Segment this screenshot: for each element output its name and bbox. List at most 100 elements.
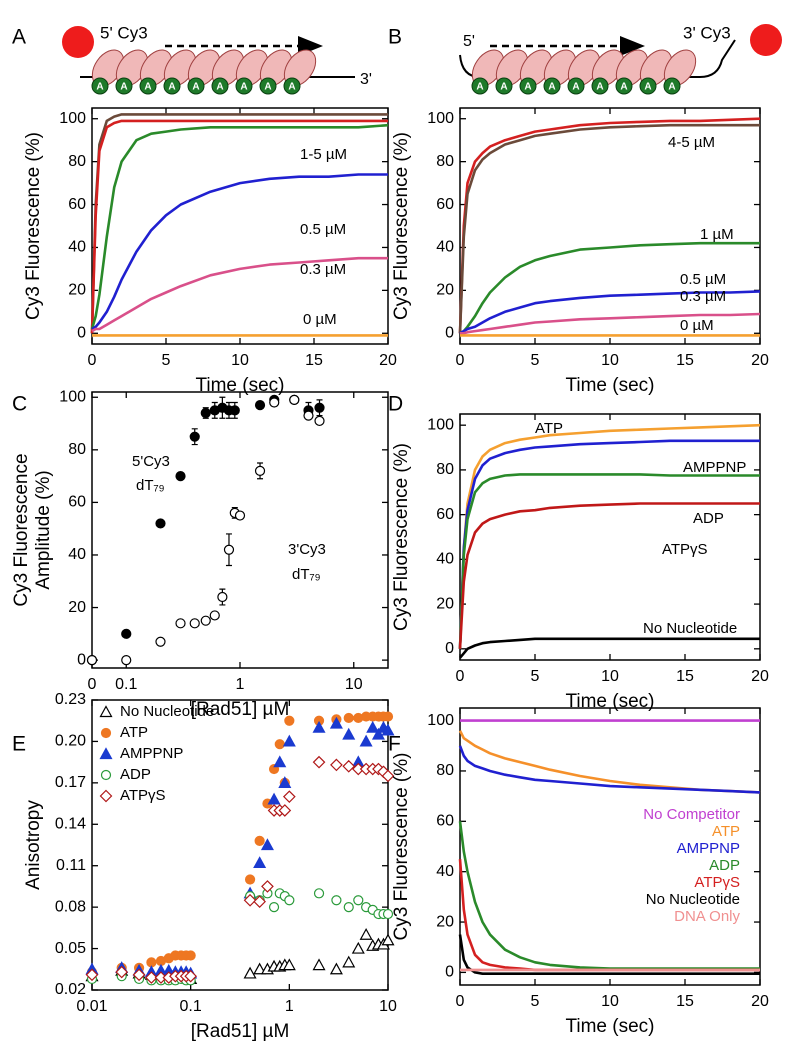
x-tick-label: 10 [379, 998, 397, 1015]
data-line [90, 123, 389, 330]
legend-marker [100, 727, 112, 739]
data-point [303, 410, 314, 421]
nucleotide [615, 77, 633, 95]
y-axis-label: Anisotropy [23, 800, 44, 890]
nucleotide-label: A [168, 82, 175, 93]
data-point [314, 402, 325, 413]
data-point [382, 711, 394, 722]
diagram-b: A A A A A A A A A 5' 3' Cy3 [459, 23, 782, 95]
data-point [200, 615, 211, 626]
y-tick-label: 20 [436, 595, 454, 612]
x-tick-label: 0 [88, 352, 97, 369]
x-tick-label: 15 [676, 668, 694, 685]
y-tick-label: 100 [427, 110, 454, 127]
data-point [278, 804, 292, 817]
nucleotide [187, 77, 205, 95]
x-axis-label: Time (sec) [195, 375, 284, 396]
legend-label: No Nucleotide [646, 891, 740, 908]
legend-marker [99, 789, 113, 803]
x-tick-label: 20 [751, 993, 769, 1010]
label-five-prime: 5' [463, 33, 475, 50]
y-tick-label: 0.14 [55, 816, 86, 833]
data-point [209, 610, 220, 621]
annotation: 1 µM [700, 226, 734, 243]
y-tick-label: 80 [436, 461, 454, 478]
data-point [223, 544, 235, 555]
y-tick-label: 0.23 [55, 691, 86, 708]
x-tick-label: 15 [676, 993, 694, 1010]
data-point [175, 618, 186, 629]
cy3-dye [62, 26, 94, 58]
y-tick-label: 0 [77, 324, 86, 341]
data-point [342, 727, 356, 740]
data-point [289, 394, 300, 405]
nucleotide-label: A [144, 82, 151, 93]
data-point [267, 792, 281, 805]
data-point [253, 895, 266, 908]
y-axis-label: Cy3 Fluorescence (%) [391, 443, 412, 631]
data-point [371, 727, 385, 740]
data-point [312, 720, 326, 733]
data-point [243, 966, 257, 979]
data-line [90, 113, 388, 334]
x-axis-label: Time (sec) [565, 375, 654, 396]
data-point [343, 712, 354, 724]
panel-label: C [12, 393, 27, 416]
annotation: No Nucleotide [643, 620, 737, 637]
legend-label: AMPPNP [677, 840, 740, 857]
legend-label: ATPγS [120, 787, 166, 804]
y-tick-label: 40 [436, 551, 454, 568]
data-point [132, 968, 146, 982]
annotation: AMPPNP [683, 459, 746, 476]
nucleotide-label: A [668, 82, 675, 93]
nucleotide [211, 77, 229, 95]
panel-c: C 0 20 40 60 80 100 0 0.1 1 10 [Rad51] µM Cy3 Fluore… [11, 388, 389, 720]
legend-marker [99, 705, 113, 718]
x-axis-label: [Rad51] µM [191, 699, 290, 720]
panel-b: B 0 20 40 60 80 100 0 5 10 15 20 Time (sec) Cy3 Fluor… [388, 26, 769, 396]
data-line [458, 423, 761, 649]
y-tick-label: 40 [68, 546, 86, 563]
nucleotide-label: A [644, 82, 651, 93]
legend-label: DNA Only [674, 908, 740, 925]
nucleotide [139, 77, 157, 95]
data-point [268, 902, 280, 913]
y-tick-label: 60 [68, 494, 86, 511]
nucleotide-label: A [572, 82, 579, 93]
annotation: 4-5 µM [668, 134, 715, 151]
data-point [381, 933, 395, 946]
y-tick-label: 60 [436, 506, 454, 523]
annotation: ATPγS [662, 541, 708, 558]
data-point [155, 636, 166, 647]
data-point [244, 874, 256, 885]
annotation: 0 µM [680, 317, 714, 334]
data-point [184, 969, 198, 983]
x-tick-label: 0.01 [76, 998, 107, 1015]
y-axis-label: Cy3 Fluorescence (%) [23, 132, 44, 320]
legend-marker [100, 769, 112, 781]
x-tick-label: 10 [601, 993, 619, 1010]
x-tick-label: 5 [531, 993, 540, 1010]
data-line [91, 256, 388, 333]
nucleotide-label: A [524, 82, 531, 93]
panel-label: D [388, 393, 403, 416]
x-tick-label: 10 [345, 676, 363, 693]
plot-frame [91, 391, 389, 669]
data-point [253, 962, 267, 975]
plot-frame [91, 699, 389, 991]
annotation: 0.3 µM [680, 288, 726, 305]
data-point [115, 965, 129, 979]
nucleotide-label: A [192, 82, 199, 93]
legend-label: ATP [712, 823, 740, 840]
annotation: dT₇₉ [136, 477, 165, 494]
data-point [189, 431, 200, 442]
y-tick-label: 0.17 [55, 774, 86, 791]
x-tick-label: 10 [601, 668, 619, 685]
data-point [312, 755, 326, 769]
data-point [314, 415, 325, 427]
y-tick-label: 100 [427, 712, 454, 729]
data-line [460, 312, 761, 335]
